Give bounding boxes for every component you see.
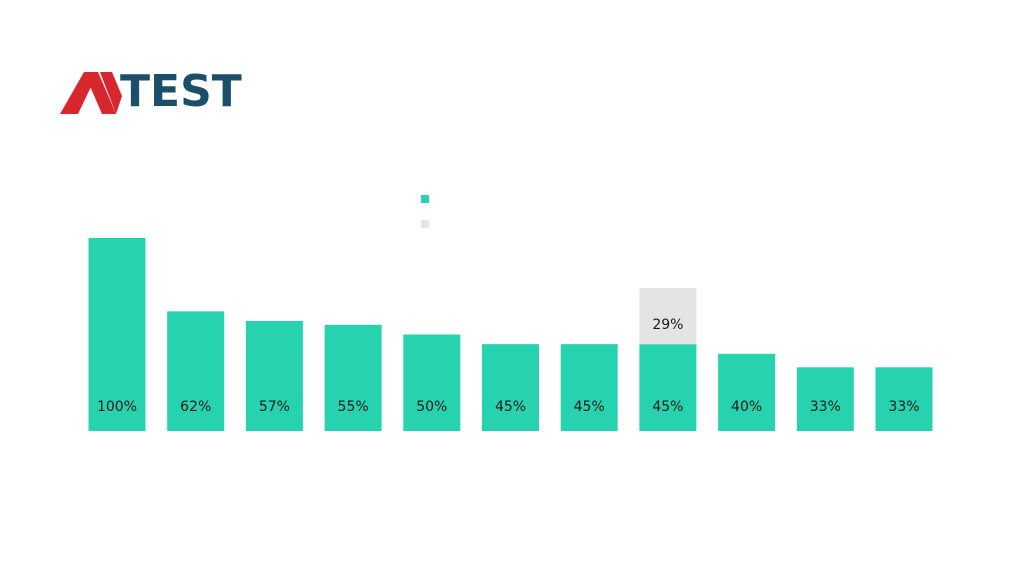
value-label: 55% [338, 399, 369, 415]
bar-segment [875, 367, 933, 431]
bar-segment [560, 344, 618, 431]
value-label: 50% [416, 399, 447, 415]
logo: TEST [60, 66, 242, 117]
value-label: 57% [259, 399, 290, 415]
bar-segment [403, 334, 461, 431]
logo-a-right [84, 72, 116, 114]
bar-segment [639, 288, 697, 345]
value-label: 62% [180, 399, 211, 415]
value-label: 45% [652, 399, 683, 415]
value-label: 100% [97, 399, 137, 415]
bar-segment [324, 324, 382, 431]
logo-v [100, 72, 122, 114]
value-label: 45% [574, 399, 605, 415]
bar-segment [245, 320, 303, 431]
bar-segment [639, 344, 697, 431]
bar-segment [482, 344, 539, 431]
bar-segment [796, 367, 854, 431]
value-label: 40% [731, 399, 762, 415]
value-label: 29% [652, 317, 683, 333]
value-label: 33% [888, 399, 919, 415]
legend-swatch [421, 220, 429, 228]
legend-swatch [421, 195, 429, 203]
value-label: 45% [495, 399, 526, 415]
bar-segment [88, 238, 146, 431]
bar-segment [718, 353, 776, 431]
bar-segment [167, 311, 225, 431]
logo-text: TEST [120, 66, 242, 117]
value-label: 33% [810, 399, 841, 415]
